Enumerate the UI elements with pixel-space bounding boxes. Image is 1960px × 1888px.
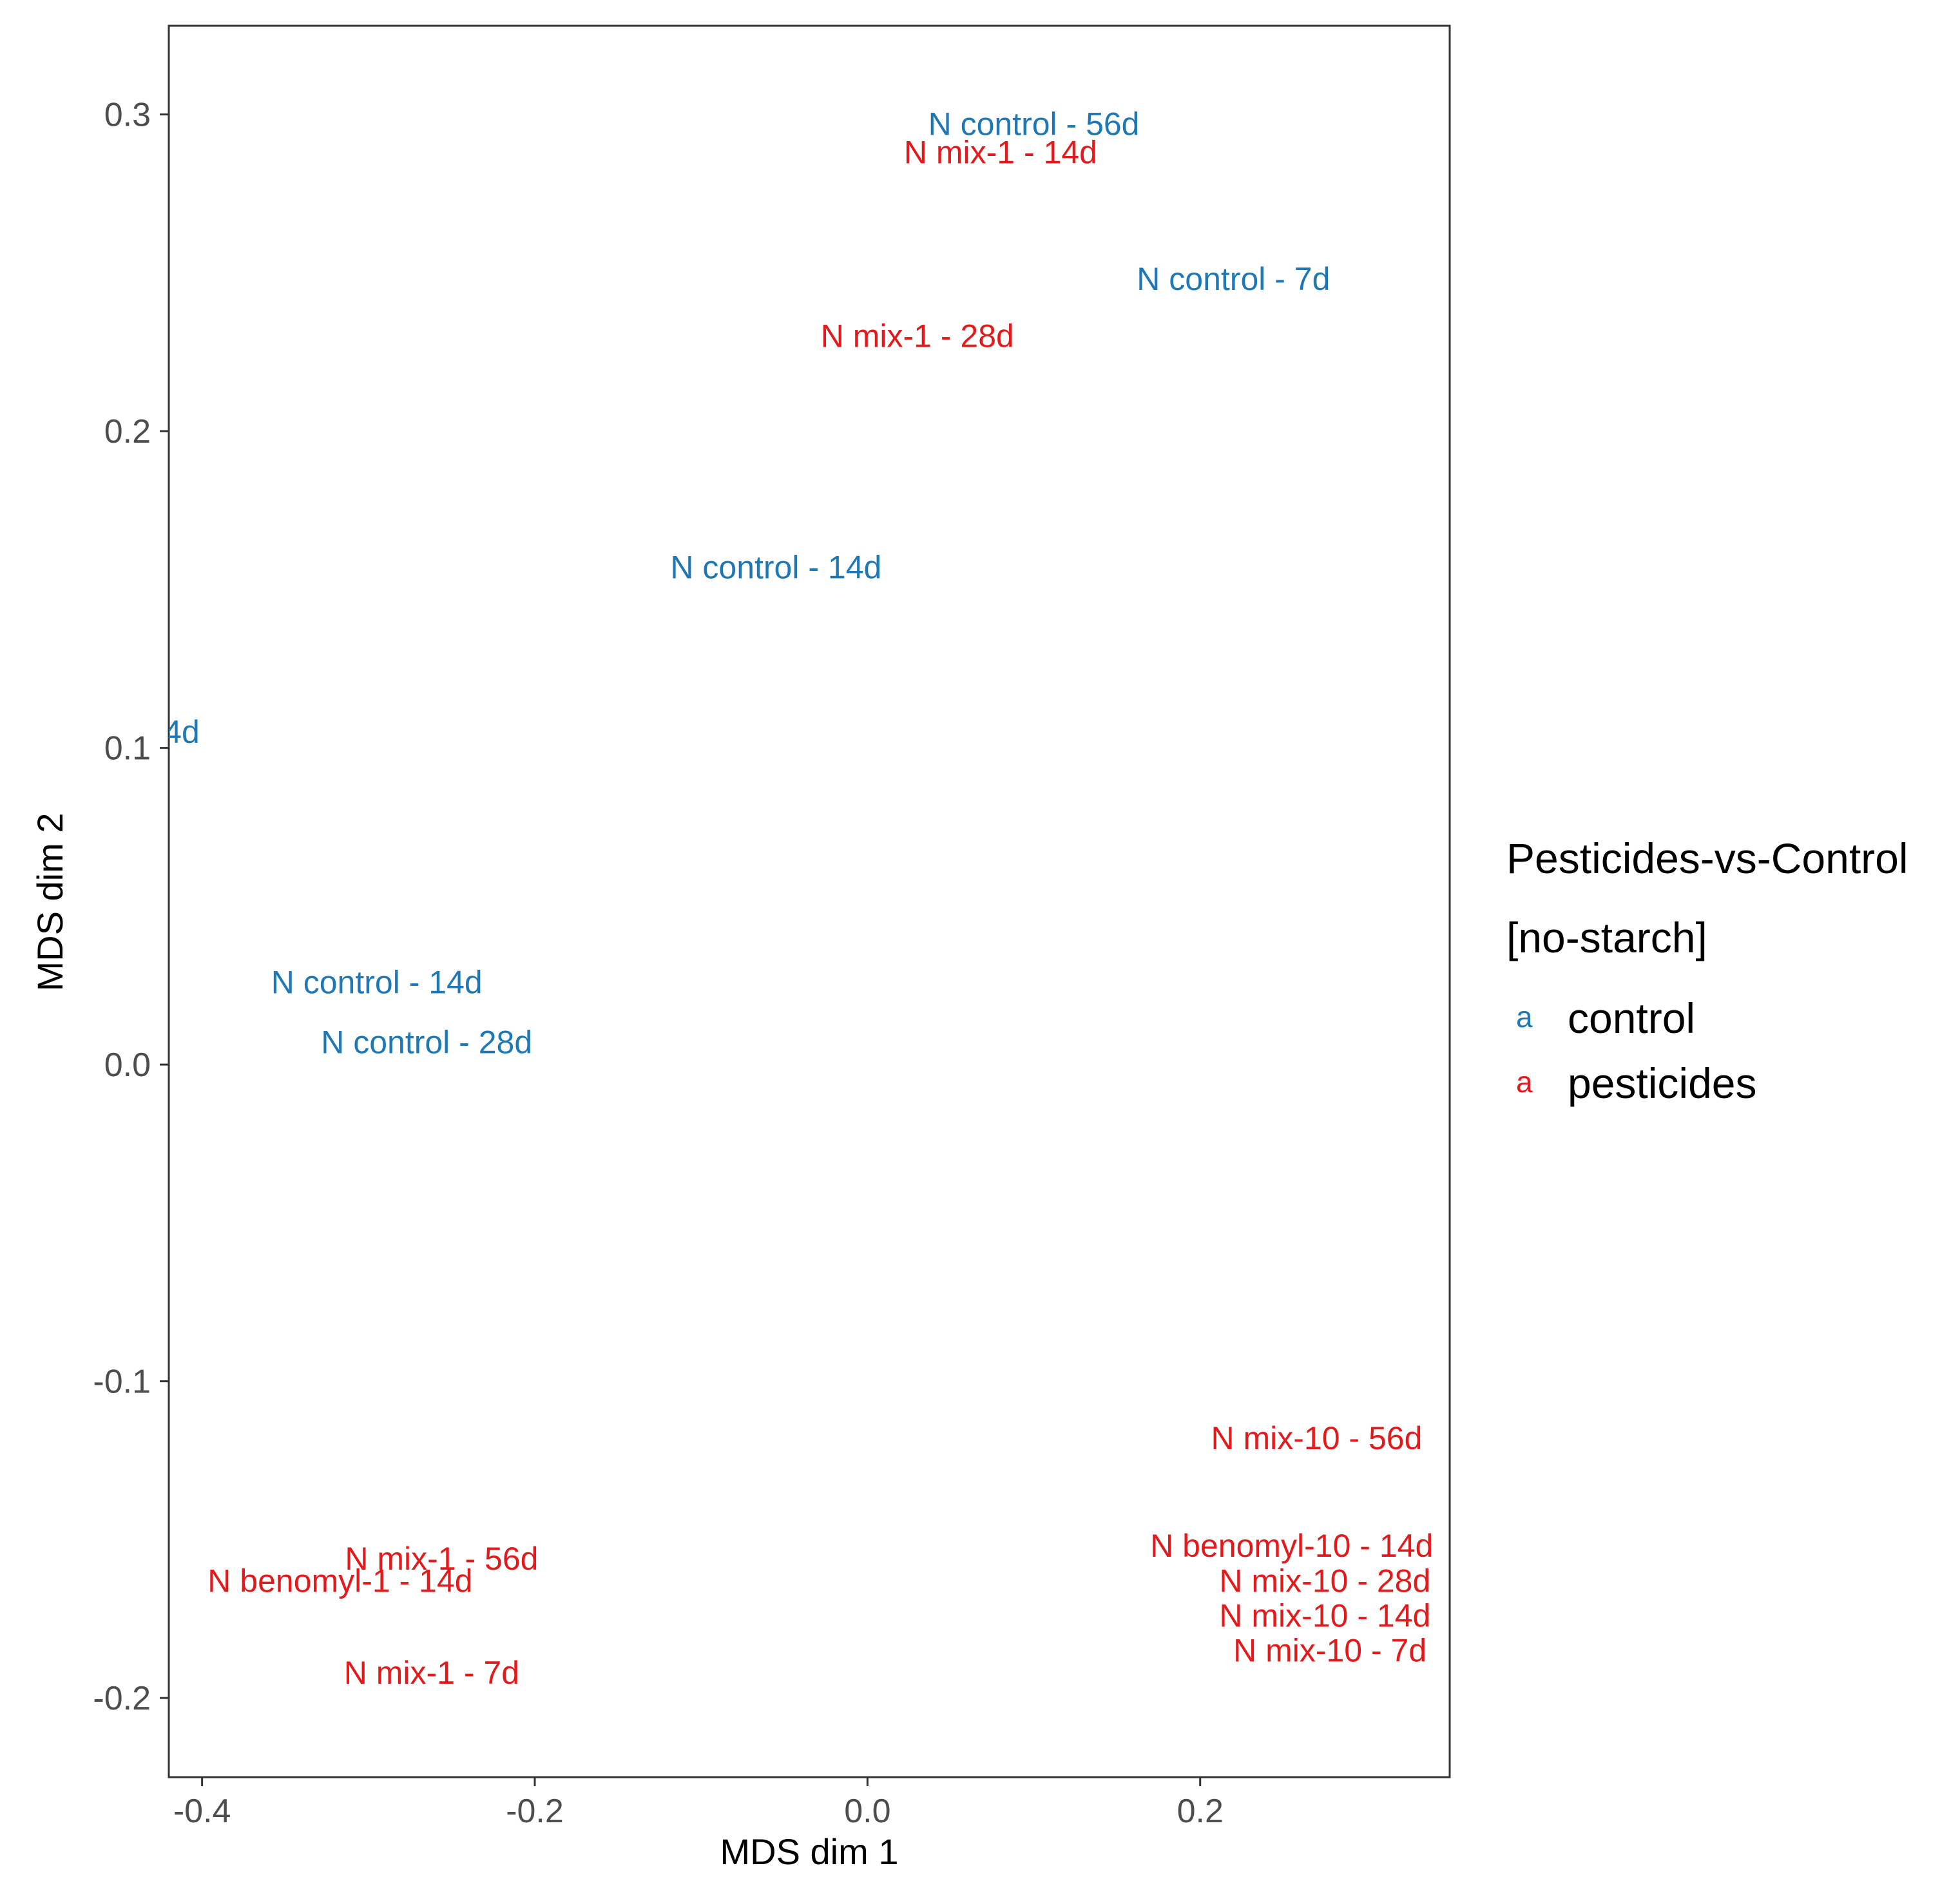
point-label: N benomyl-10 - 14d xyxy=(1150,1528,1433,1564)
x-tick-label: 0.0 xyxy=(844,1793,890,1830)
point-label: N mix-1 - 14d xyxy=(904,135,1097,171)
point-label: N control - 14d xyxy=(271,964,483,1000)
x-tick-label: -0.2 xyxy=(506,1793,564,1830)
point-label: N mix-10 - 14d xyxy=(1219,1597,1430,1633)
y-tick-label: 0.1 xyxy=(104,730,151,767)
legend-title: Pesticides-vs-Control xyxy=(1506,834,1908,882)
y-tick-label: -0.1 xyxy=(93,1363,151,1401)
y-axis-title: MDS dim 2 xyxy=(30,813,70,992)
legend-label-control: control xyxy=(1568,994,1695,1042)
point-label: N mix-10 - 28d xyxy=(1219,1563,1430,1599)
point-label: N mix-1 - 7d xyxy=(344,1655,519,1691)
point-label: N control - 28d xyxy=(321,1025,532,1061)
axes-layer: -0.4 -0.2 0.0 0.2 -0.2 -0.1 0.0 0.1 0.2 0.3 xyxy=(93,97,1223,1830)
legend: Pesticides-vs-Control [no-starch] a cont… xyxy=(1506,834,1908,1107)
point-label: N mix-1 - 28d xyxy=(821,318,1014,354)
y-tick-label: 0.2 xyxy=(104,413,151,450)
point-label: N benomyl-1 - 14d xyxy=(207,1563,472,1599)
point-label: N control - 14d xyxy=(0,714,200,750)
x-tick-label: 0.2 xyxy=(1177,1793,1224,1830)
point-label: N mix-10 - 7d xyxy=(1233,1632,1427,1668)
y-tick-label: 0.3 xyxy=(104,97,151,134)
legend-subtitle: [no-starch] xyxy=(1506,914,1707,961)
plot-panel xyxy=(168,24,1451,1778)
point-label: N control - 56d xyxy=(928,106,1140,142)
x-axis-title: MDS dim 1 xyxy=(720,1831,899,1872)
legend-key-pesticides: a xyxy=(1516,1065,1533,1099)
point-label: N mix-10 - 56d xyxy=(1211,1420,1423,1456)
y-tick-label: 0.0 xyxy=(104,1046,151,1084)
x-tick-label: -0.4 xyxy=(173,1793,231,1830)
y-tick-label: -0.2 xyxy=(93,1680,151,1717)
point-label: N control - 7d xyxy=(1137,261,1330,297)
legend-label-pesticides: pesticides xyxy=(1568,1059,1757,1107)
point-label: N control - 14d xyxy=(670,549,881,585)
point-label: N mix-1 - 56d xyxy=(345,1541,538,1577)
legend-key-control: a xyxy=(1516,1000,1533,1034)
